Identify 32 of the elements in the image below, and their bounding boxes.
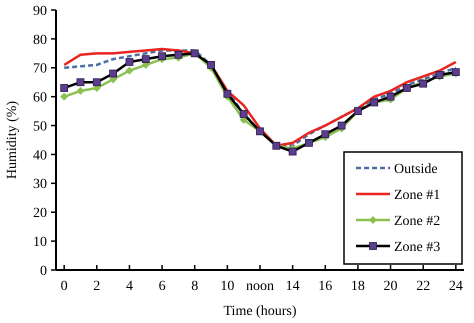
- x-tick-label: 18: [350, 279, 365, 294]
- point: [76, 86, 84, 95]
- x-tick-label: 16: [318, 279, 332, 294]
- y-tick-label: 80: [33, 32, 47, 48]
- x-tick-label: 20: [384, 279, 398, 294]
- y-tick-label: 40: [33, 148, 47, 164]
- y-tick-label: 20: [33, 206, 47, 222]
- x-tick-label: 6: [158, 279, 166, 294]
- x-tick-label: 22: [416, 279, 430, 294]
- y-tick-label: 50: [33, 119, 47, 134]
- y-tick-label: 60: [33, 90, 47, 106]
- x-tick-label: 10: [220, 279, 234, 294]
- x-tick-label: 24: [448, 279, 463, 294]
- x-tick-label: 4: [126, 279, 133, 294]
- point: [60, 92, 68, 101]
- x-tick-label: 0: [60, 279, 68, 294]
- y-tick-label: 90: [33, 4, 47, 19]
- legend-label: Outside: [394, 162, 438, 177]
- point: [125, 66, 134, 75]
- x-tick-label: noon: [246, 279, 274, 294]
- y-tick-label: 0: [40, 264, 47, 279]
- y-tick-label: 70: [33, 62, 47, 77]
- y-axis-title: Humidity (%): [5, 100, 20, 180]
- legend-label: Zone #1: [394, 188, 440, 203]
- legend-label: Zone #2: [394, 214, 440, 229]
- y-tick-label: 30: [33, 177, 47, 192]
- x-tick-label: 2: [93, 279, 100, 294]
- legend-label: Zone #3: [394, 240, 440, 255]
- y-tick-label: 10: [33, 235, 47, 250]
- x-tick-label: 8: [191, 279, 198, 294]
- x-tick-label: 14: [286, 279, 300, 294]
- x-axis-title: Time (hours): [224, 304, 297, 319]
